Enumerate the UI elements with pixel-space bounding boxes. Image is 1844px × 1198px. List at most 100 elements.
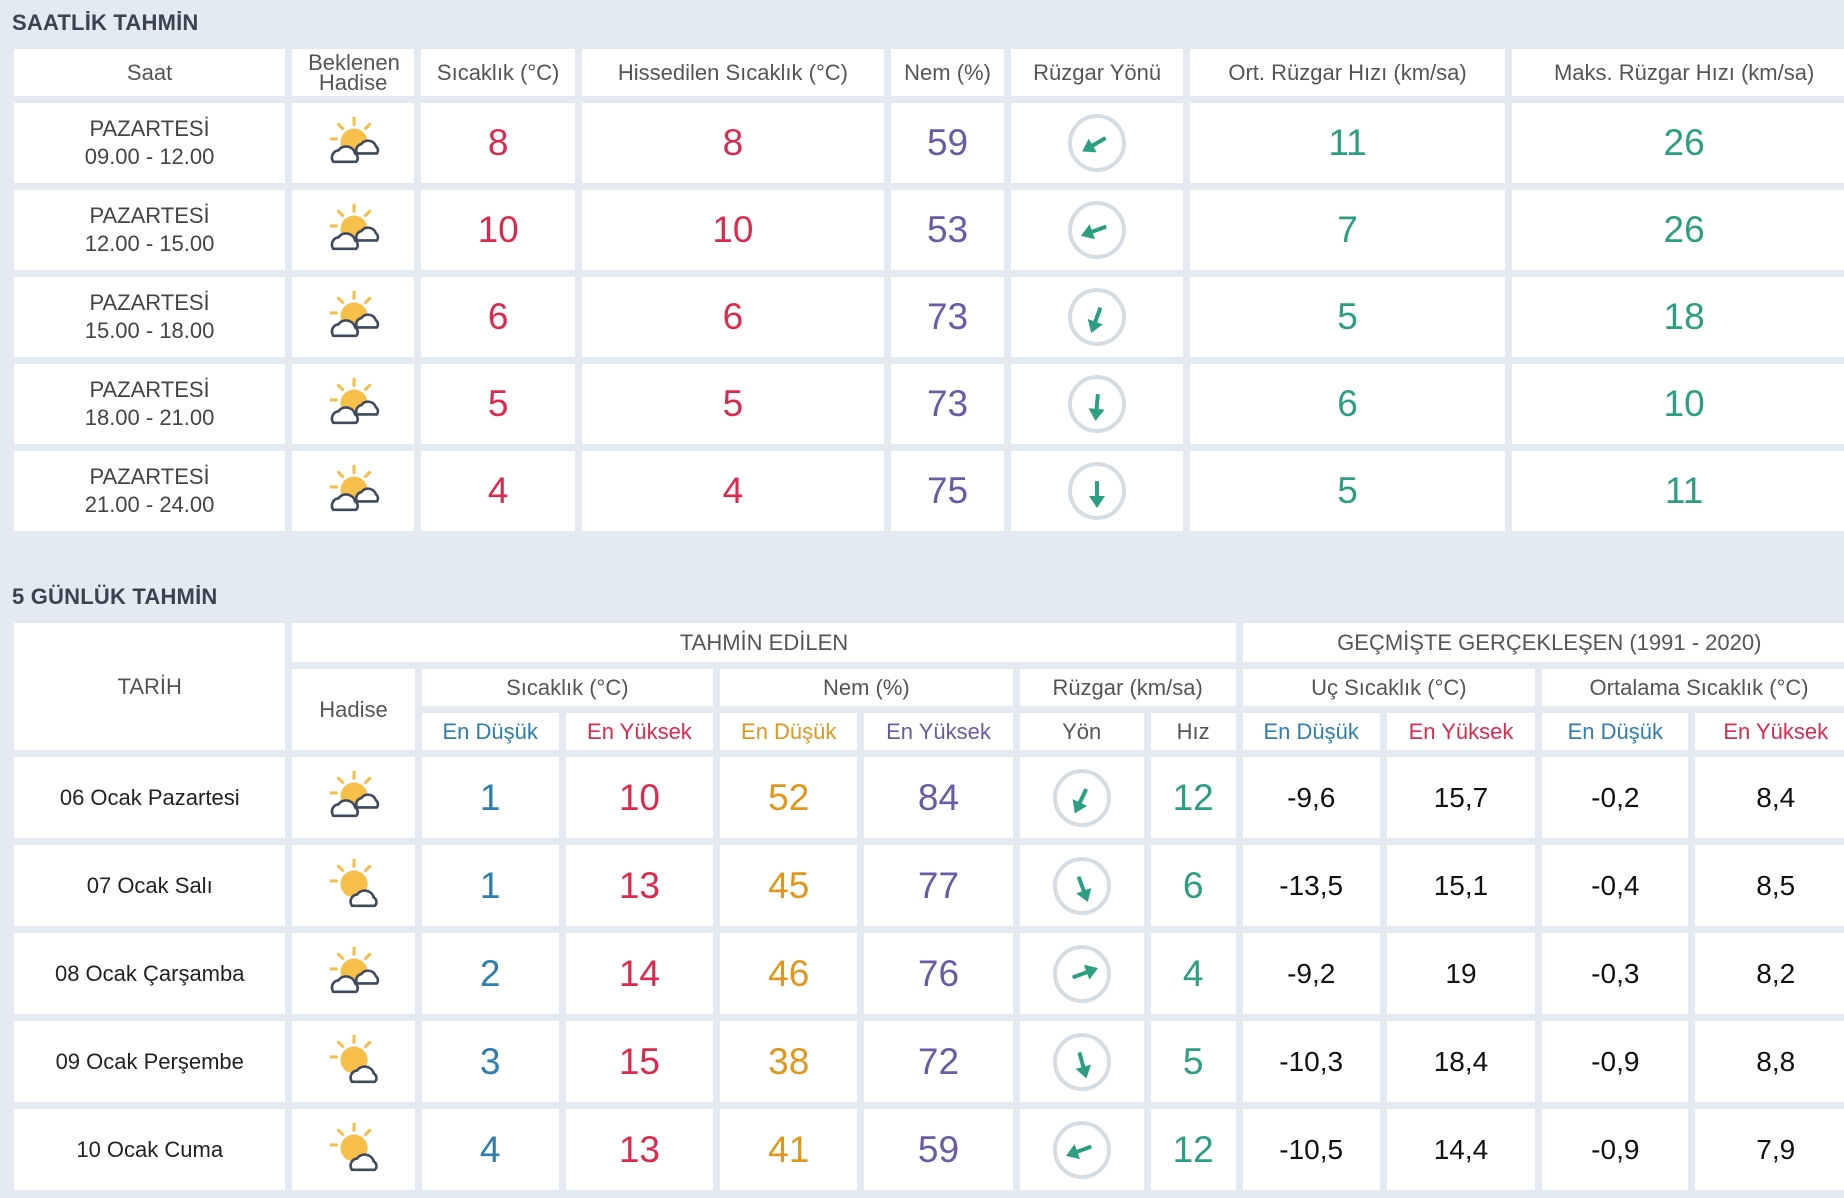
feels-like: 5	[582, 364, 884, 444]
wind-speed: 12	[1150, 1109, 1236, 1190]
date: 08 Ocak Çarşamba	[14, 933, 286, 1014]
humidity-min: 41	[720, 1109, 858, 1190]
extreme-min: -10,3	[1242, 1021, 1380, 1102]
feels-like: 8	[582, 103, 884, 183]
temperature: 5	[421, 364, 576, 444]
wind-speed: 4	[1150, 933, 1236, 1014]
temperature: 6	[421, 277, 576, 357]
table-row: PAZARTESİ 18.00 - 21.00 5 5 73 6 10	[14, 364, 1844, 444]
wind-direction-icon	[1068, 375, 1127, 433]
average-min: -0,2	[1542, 757, 1689, 838]
sun-cloud-icon	[330, 1122, 379, 1172]
wind-speed: 5	[1150, 1021, 1236, 1102]
header-temp-max: En Yüksek	[565, 713, 714, 750]
header-ort-max: En Yüksek	[1695, 713, 1844, 750]
time-cell: PAZARTESİ 12.00 - 15.00	[14, 190, 286, 270]
weather-cell	[292, 845, 415, 926]
wind-direction-icon	[1068, 201, 1127, 259]
table-row: PAZARTESİ 12.00 - 15.00 10 10 53 7 26	[14, 190, 1844, 270]
extreme-min: -10,5	[1242, 1109, 1380, 1190]
header-uc-max: En Yüksek	[1386, 713, 1536, 750]
feels-like: 10	[582, 190, 884, 270]
header-saat: Saat	[14, 49, 286, 96]
average-max: 7,9	[1695, 1109, 1844, 1190]
day-label: PAZARTESİ	[89, 377, 210, 402]
wind-direction-icon	[1052, 1120, 1111, 1179]
humidity-max: 77	[864, 845, 1013, 926]
header-hum-min: En Düşük	[720, 713, 858, 750]
humidity-max: 76	[864, 933, 1013, 1014]
humidity: 53	[890, 190, 1005, 270]
temperature: 10	[421, 190, 576, 270]
header-gecmis: GEÇMİŞTE GERÇEKLEŞEN (1991 - 2020)	[1242, 623, 1844, 662]
wind-speed: 12	[1150, 757, 1236, 838]
table-row: 08 Ocak Çarşamba 2 14 46 76 4 -9,2 19 -0,3 8,2	[14, 933, 1844, 1014]
wind-direction-cell	[1019, 933, 1144, 1014]
extreme-min: -13,5	[1242, 845, 1380, 926]
date: 09 Ocak Perşembe	[14, 1021, 286, 1102]
header-hiz: Hız	[1150, 713, 1236, 750]
hourly-section-title: SAATLİK TAHMİN	[12, 10, 199, 35]
header-ruzgar-yonu: Rüzgar Yönü	[1011, 49, 1183, 96]
wind-direction-icon	[1052, 768, 1111, 827]
humidity: 73	[890, 277, 1005, 357]
wind-direction-cell	[1011, 103, 1183, 183]
humidity: 73	[890, 364, 1005, 444]
weather-cell	[292, 933, 415, 1014]
header-yon: Yön	[1019, 713, 1144, 750]
humidity-min: 45	[720, 845, 858, 926]
wind-direction-icon	[1052, 1032, 1111, 1091]
humidity: 59	[890, 103, 1005, 183]
header-uc-min: En Düşük	[1242, 713, 1380, 750]
header-ort-sicaklik: Ortalama Sıcaklık (°C)	[1542, 669, 1844, 706]
time-cell: PAZARTESİ 18.00 - 21.00	[14, 364, 286, 444]
weather-cell	[292, 277, 415, 357]
wind-direction-cell	[1019, 845, 1144, 926]
average-max: 8,2	[1695, 933, 1844, 1014]
time-range: 21.00 - 24.00	[84, 492, 215, 517]
table-row: 09 Ocak Perşembe 3 15 38 72 5 -10,3 18,4 -0,9 8,8	[14, 1021, 1844, 1102]
feels-like: 4	[582, 451, 884, 531]
time-range: 12.00 - 15.00	[84, 231, 215, 256]
humidity: 75	[890, 451, 1005, 531]
table-row: PAZARTESİ 09.00 - 12.00 8 8 59 11 26	[14, 103, 1844, 183]
day-label: PAZARTESİ	[89, 203, 210, 228]
header-ruzgar: Rüzgar (km/sa)	[1019, 669, 1236, 706]
humidity-min: 38	[720, 1021, 858, 1102]
header-tahmin-edilen: TAHMİN EDİLEN	[292, 623, 1236, 662]
humidity-min: 46	[720, 933, 858, 1014]
header-sicaklik: Sıcaklık (°C)	[421, 49, 576, 96]
temp-min: 4	[421, 1109, 559, 1190]
partly-cloudy-icon	[329, 116, 380, 163]
extreme-min: -9,2	[1242, 933, 1380, 1014]
header-sicaklik: Sıcaklık (°C)	[421, 669, 714, 706]
wind-avg: 6	[1189, 364, 1506, 444]
weather-cell	[292, 1021, 415, 1102]
wind-avg: 7	[1189, 190, 1506, 270]
average-min: -0,4	[1542, 845, 1689, 926]
daily-section-title: 5 GÜNLÜK TAHMİN	[12, 584, 218, 609]
extreme-max: 15,1	[1386, 845, 1536, 926]
time-range: 18.00 - 21.00	[84, 405, 215, 430]
temperature: 8	[421, 103, 576, 183]
wind-direction-cell	[1019, 757, 1144, 838]
sun-cloud-icon	[330, 1034, 379, 1084]
header-hadise-label: Beklenen Hadise	[308, 49, 400, 95]
day-label: PAZARTESİ	[89, 116, 210, 141]
wind-avg: 5	[1189, 277, 1506, 357]
weather-cell	[292, 451, 415, 531]
sun-cloud-icon	[330, 858, 379, 908]
temp-min: 3	[421, 1021, 559, 1102]
wind-direction-icon	[1052, 856, 1111, 915]
daily-forecast-table: TARİH TAHMİN EDİLEN GEÇMİŞTE GERÇEKLEŞEN…	[7, 616, 1844, 1197]
temperature: 4	[421, 451, 576, 531]
header-hissedilen: Hissedilen Sıcaklık (°C)	[582, 49, 884, 96]
wind-avg: 11	[1189, 103, 1506, 183]
header-nem: Nem (%)	[890, 49, 1005, 96]
hourly-forecast-table: Saat Beklenen Hadise Sıcaklık (°C) Hisse…	[7, 42, 1844, 538]
wind-direction-icon	[1068, 462, 1127, 520]
wind-avg: 5	[1189, 451, 1506, 531]
day-label: PAZARTESİ	[89, 464, 210, 489]
header-maks-ruzgar: Maks. Rüzgar Hızı (km/sa)	[1512, 49, 1844, 96]
extreme-max: 14,4	[1386, 1109, 1536, 1190]
